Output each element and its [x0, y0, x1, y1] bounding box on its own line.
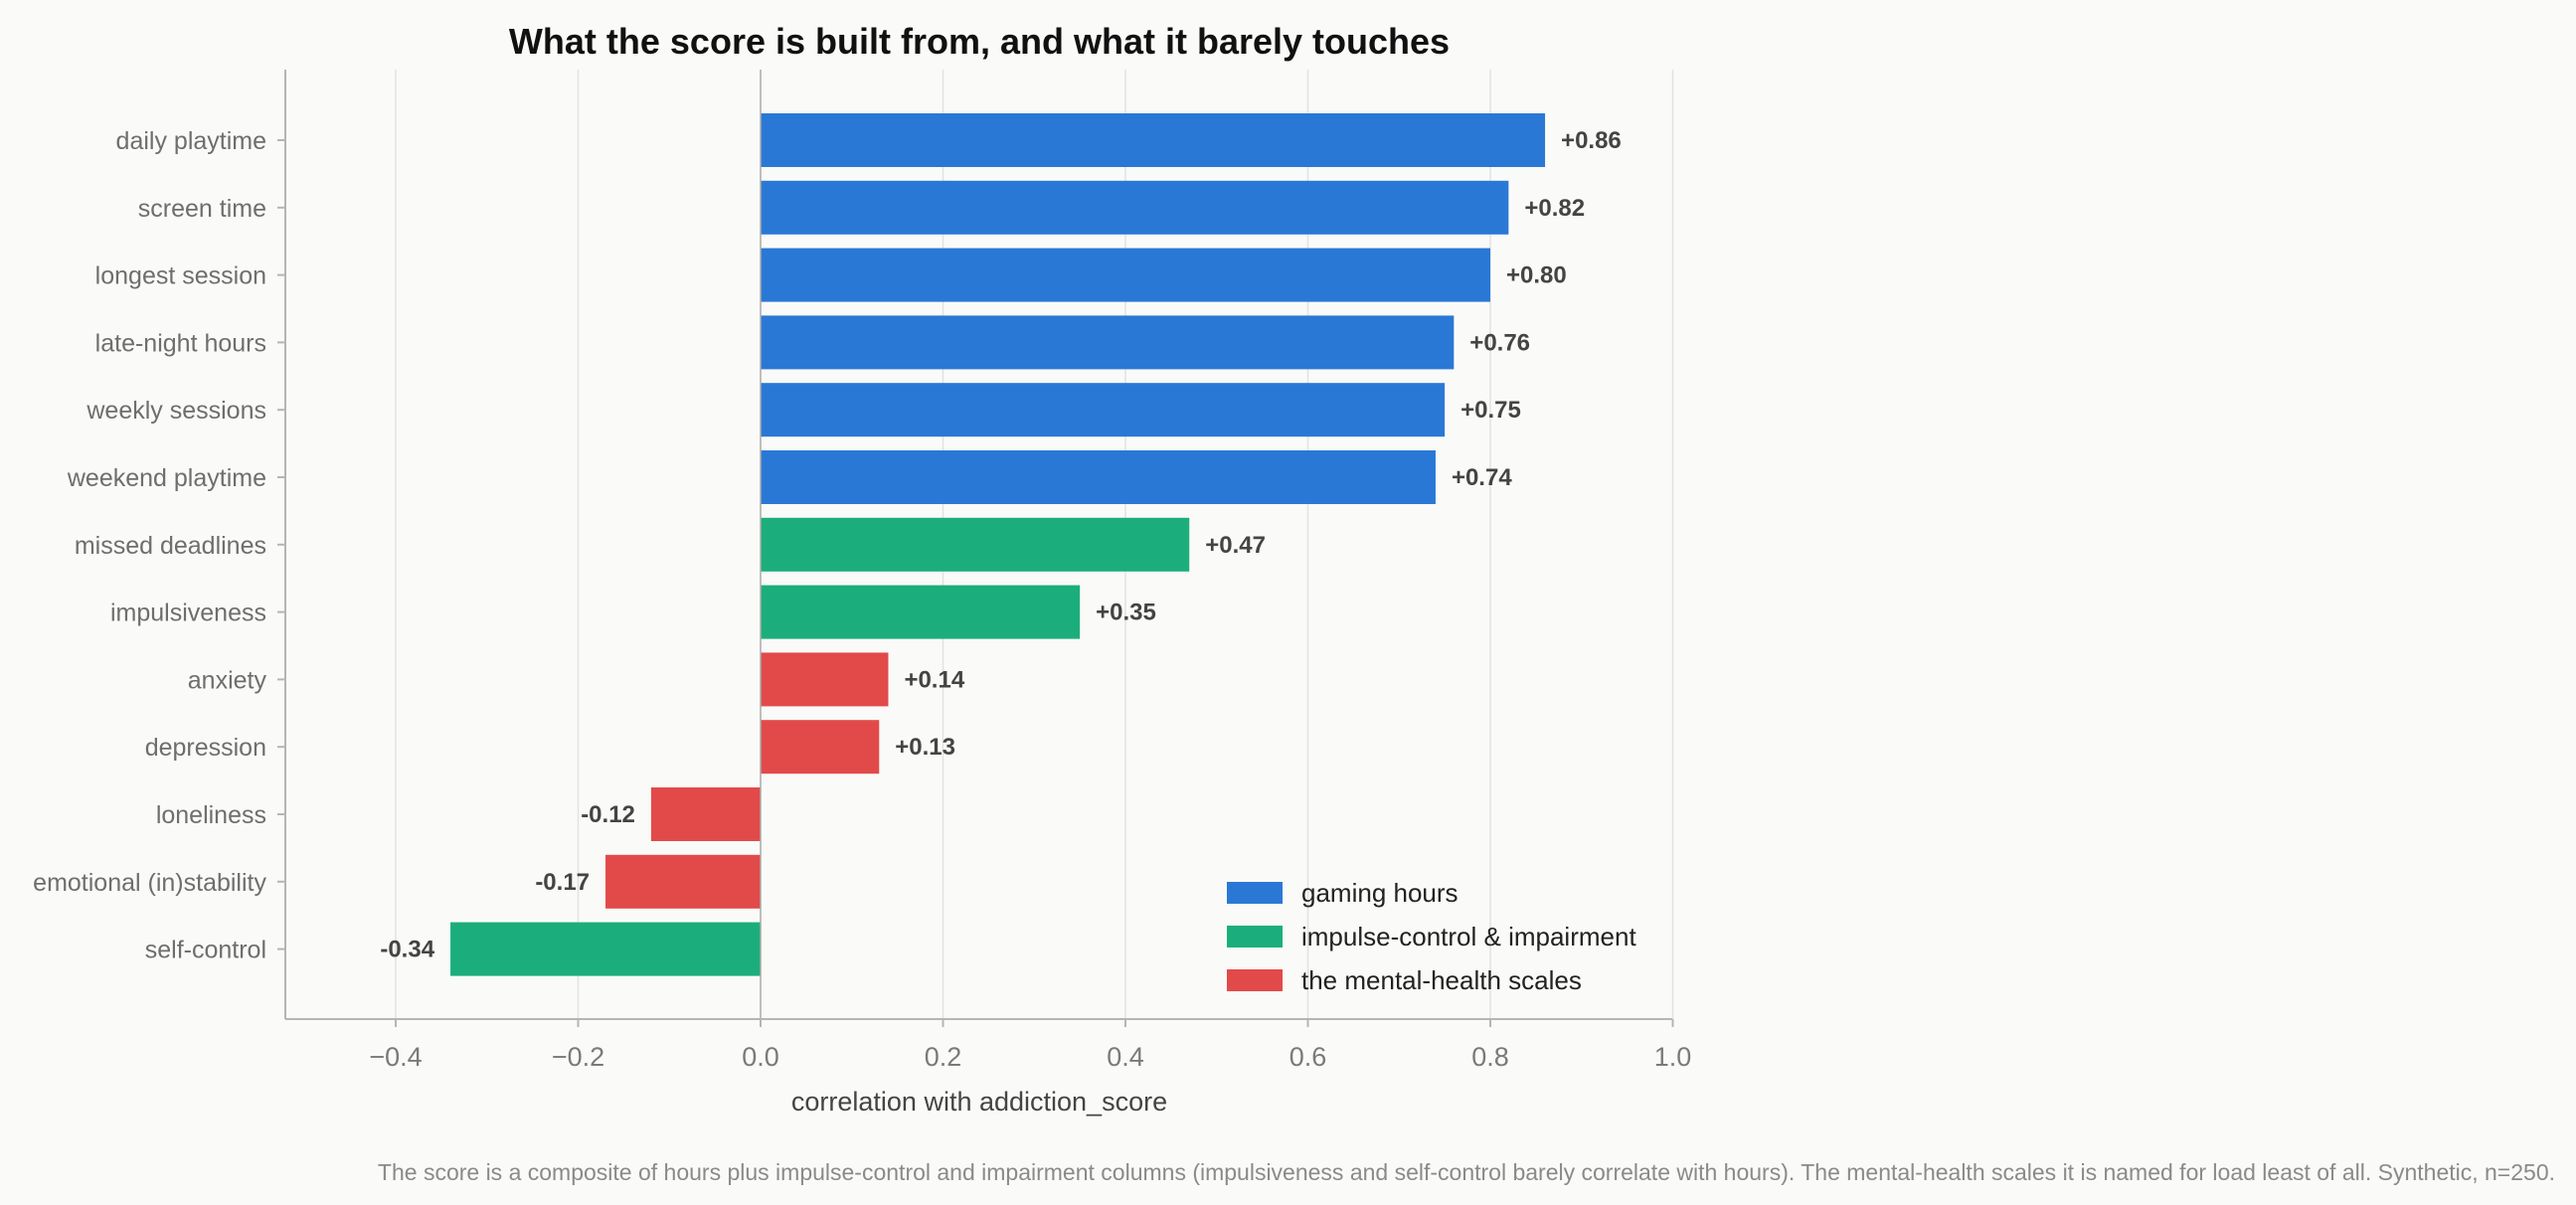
bar	[761, 383, 1446, 437]
category-label: screen time	[138, 195, 266, 223]
x-tick-label: 0.2	[925, 1042, 962, 1072]
x-tick-label: 0.8	[1471, 1042, 1509, 1072]
bar	[650, 787, 761, 841]
legend-swatch	[1227, 969, 1283, 991]
value-label: +0.35	[1096, 600, 1156, 626]
footnote: The score is a composite of hours plus i…	[378, 1159, 2555, 1185]
x-tick-label: 0.6	[1289, 1042, 1327, 1072]
legend-label: the mental-health scales	[1301, 965, 1582, 995]
legend-label: gaming hours	[1301, 878, 1459, 908]
value-label: -0.17	[535, 869, 590, 896]
bar	[761, 113, 1546, 167]
value-label: +0.86	[1561, 127, 1622, 154]
value-label: +0.80	[1506, 262, 1567, 289]
legend-swatch	[1227, 882, 1283, 904]
bar	[761, 450, 1436, 504]
bars	[450, 113, 1546, 976]
bar	[761, 315, 1455, 370]
bar	[761, 248, 1490, 302]
category-label: impulsiveness	[110, 600, 266, 627]
category-label: longest session	[95, 262, 266, 290]
value-label: -0.34	[380, 937, 434, 963]
y-axis-ticks: daily playtime screen time longest session…	[33, 127, 285, 964]
bar	[761, 652, 889, 707]
value-label: +0.13	[895, 734, 955, 761]
x-axis-label: correlation with addiction_score	[791, 1087, 1167, 1117]
category-label: weekly sessions	[86, 397, 266, 425]
value-label: +0.74	[1452, 464, 1512, 491]
bar	[761, 517, 1190, 572]
legend: gaming hours impulse-control & impairment…	[1227, 878, 1636, 995]
bar	[761, 585, 1081, 639]
category-label: anxiety	[188, 666, 267, 694]
value-label: +0.82	[1524, 195, 1585, 222]
category-label: depression	[145, 734, 266, 762]
value-label: +0.47	[1205, 532, 1266, 559]
bar	[761, 180, 1509, 235]
value-label: +0.14	[904, 666, 964, 693]
x-tick-label: 1.0	[1654, 1042, 1692, 1072]
x-tick-label: −0.2	[552, 1042, 604, 1072]
category-label: emotional (in)stability	[33, 869, 266, 897]
chart-title: What the score is built from, and what i…	[509, 21, 1450, 62]
category-label: self-control	[145, 937, 266, 964]
value-label: +0.75	[1460, 397, 1521, 424]
category-label: missed deadlines	[75, 532, 266, 560]
value-label: +0.76	[1469, 329, 1530, 356]
bar	[761, 720, 880, 775]
category-label: late-night hours	[95, 329, 266, 357]
legend-swatch	[1227, 926, 1283, 947]
category-label: loneliness	[156, 801, 266, 829]
legend-label: impulse-control & impairment	[1301, 922, 1636, 951]
x-axis-ticks: −0.4 −0.2 0.0 0.2 0.4 0.6 0.8 1.0	[369, 1019, 1691, 1072]
x-tick-label: 0.4	[1107, 1042, 1144, 1072]
value-labels: +0.86 +0.82 +0.80 +0.76 +0.75 +0.74 +0.47 +0.35…	[380, 127, 1621, 963]
x-tick-label: −0.4	[369, 1042, 422, 1072]
bar	[605, 854, 761, 909]
category-label: daily playtime	[116, 127, 266, 155]
x-tick-label: 0.0	[742, 1042, 779, 1072]
category-label: weekend playtime	[67, 464, 266, 492]
value-label: -0.12	[581, 801, 635, 828]
bar	[450, 922, 761, 976]
